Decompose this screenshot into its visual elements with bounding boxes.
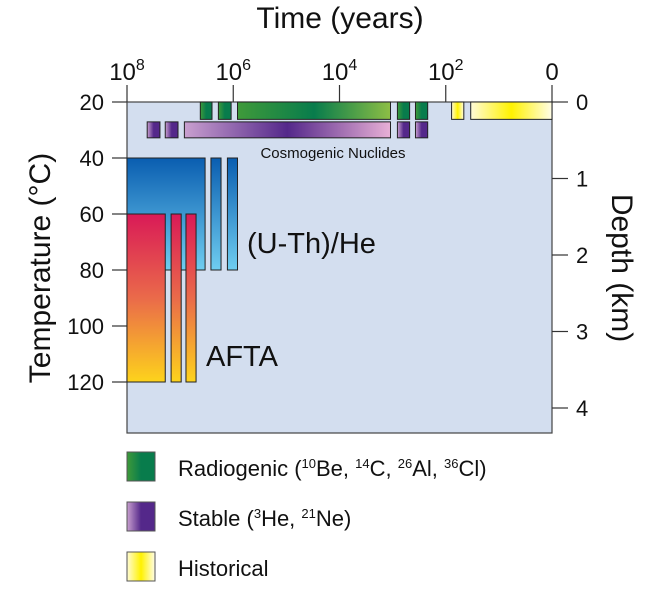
x-tick-label: 104	[322, 57, 358, 86]
legend-label-radiogenic: Radiogenic (10Be, 14C, 26Al, 36Cl)	[178, 456, 487, 481]
x-tick-base: 10	[322, 59, 349, 86]
bar-uthhe	[226, 157, 238, 271]
bar-radiogenic	[199, 101, 213, 120]
x-tick-exponent: 2	[455, 57, 464, 74]
temp-tick-label: 20	[80, 90, 104, 115]
legend-swatch-stable	[126, 501, 156, 532]
bar-historical	[451, 101, 465, 120]
y-axis-title-left: Temperature (°C)	[24, 153, 57, 383]
depth-tick-label: 4	[576, 396, 588, 421]
legend-isotope-mass: 36	[444, 456, 458, 471]
bar-radiogenic	[414, 101, 429, 120]
x-tick-label: 108	[109, 57, 145, 86]
bar-stable	[183, 121, 391, 139]
x-tick-base: 10	[428, 59, 455, 86]
bar-stable	[414, 121, 429, 139]
y-axis-title-right: Depth (km)	[605, 194, 638, 342]
legend-label-text: Radiogenic (	[178, 456, 302, 481]
temp-tick-label: 100	[67, 314, 104, 339]
bar-historical	[470, 101, 553, 120]
x-tick-exponent: 8	[136, 57, 145, 74]
bar-stable	[146, 121, 161, 139]
legend-label-stable: Stable (3He, 21Ne)	[178, 506, 351, 531]
x-tick-base: 10	[215, 59, 242, 86]
temp-tick-label: 80	[80, 258, 104, 283]
legend-isotope-mass: 21	[301, 506, 315, 521]
bar-afta	[126, 213, 166, 383]
legend-isotope-mass: 10	[302, 456, 316, 471]
temp-tick-label: 60	[80, 202, 104, 227]
bar-radiogenic	[396, 101, 411, 120]
depth-tick-label: 2	[576, 243, 588, 268]
depth-tick-label: 0	[576, 90, 588, 115]
legend-isotope-mass: 26	[398, 456, 412, 471]
depth-tick-label: 3	[576, 320, 588, 345]
legend-isotope-element: C,	[370, 456, 398, 481]
x-tick-base: 0	[545, 59, 558, 86]
legend-swatch-radiogenic	[126, 451, 156, 482]
legend-label-text: Stable (	[178, 506, 254, 531]
x-tick-label: 106	[215, 57, 251, 86]
legend-isotope-mass: 14	[355, 456, 369, 471]
bar-radiogenic	[217, 101, 232, 120]
legend-isotope-element: Ne)	[316, 506, 351, 531]
annotation-afta: AFTA	[206, 341, 279, 373]
x-tick-label: 0	[545, 59, 558, 86]
bar-afta	[170, 213, 182, 383]
legend-isotope-element: He,	[261, 506, 301, 531]
bar-radiogenic	[237, 101, 391, 120]
bar-uthhe	[210, 157, 222, 271]
temp-tick-label: 40	[80, 146, 104, 171]
annotation-cosmogenic: Cosmogenic Nuclides	[260, 145, 405, 162]
x-tick-exponent: 6	[242, 57, 251, 74]
legend-label-text: Historical	[178, 556, 268, 581]
legend-label-historical: Historical	[178, 556, 268, 581]
legend-swatch-historical	[126, 551, 156, 582]
legend-isotope-element: Al,	[412, 456, 444, 481]
x-axis-title: Time (years)	[256, 2, 423, 35]
temp-tick-label: 120	[67, 370, 104, 395]
legend-isotope-element: Be,	[316, 456, 355, 481]
bar-afta	[185, 213, 197, 383]
bar-stable	[164, 121, 179, 139]
x-tick-exponent: 4	[348, 57, 357, 74]
legend-isotope-mass: 3	[254, 506, 261, 521]
x-tick-base: 10	[109, 59, 136, 86]
x-tick-label: 102	[428, 57, 464, 86]
annotation-uthhe: (U-Th)/He	[247, 228, 376, 260]
legend-isotope-element: Cl)	[458, 456, 486, 481]
bar-stable	[396, 121, 411, 139]
depth-tick-label: 1	[576, 167, 588, 192]
